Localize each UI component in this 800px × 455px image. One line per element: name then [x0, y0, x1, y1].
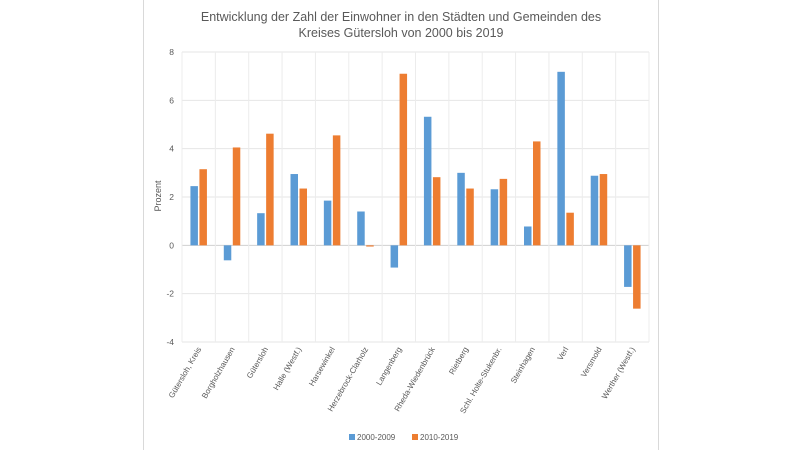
bar-series-1	[457, 172, 465, 246]
bar-series-2	[432, 177, 441, 246]
legend: 2000-2009 2010-2019	[349, 433, 459, 442]
y-tick-label: 6	[169, 95, 174, 105]
bar-series-1	[490, 189, 499, 246]
y-tick-label: 8	[169, 47, 174, 57]
legend-label: 2010-2019	[420, 433, 459, 442]
x-tick-label: Steinhagen	[509, 346, 537, 386]
y-tick-label: 0	[169, 240, 174, 250]
y-tick-label: 4	[169, 144, 174, 154]
chart-title-line-1: Entwicklung der Zahl der Einwohner in de…	[201, 10, 601, 24]
x-tick-label: Werther (Westf.)	[600, 345, 637, 400]
gridlines	[181, 51, 650, 343]
bar-series-2	[266, 133, 274, 246]
bar-series-2	[199, 169, 207, 246]
bar-series-1	[624, 245, 632, 287]
x-tick-label: Halle (Westf.)	[272, 345, 304, 392]
bar-series-1	[590, 175, 599, 246]
bar-series-1	[290, 174, 298, 246]
bar-series-2	[232, 147, 241, 246]
y-tick-label: 2	[169, 192, 174, 202]
bar-series-2	[399, 73, 408, 246]
x-tick-label: Gütersloh	[245, 346, 270, 381]
chart-title-line-2: Kreises Gütersloh von 2000 bis 2019	[299, 26, 504, 40]
bar-series-1	[323, 200, 332, 246]
y-tick-label: -2	[166, 289, 174, 299]
bar-series-1	[357, 211, 365, 246]
bar-series-1	[257, 213, 265, 246]
bar-series-2	[633, 245, 641, 309]
x-tick-label: Versmold	[579, 346, 603, 379]
bar-series-2	[466, 188, 474, 246]
x-tick-label: Verl	[556, 345, 571, 362]
x-tick-label: Borgholzhausen	[200, 346, 237, 401]
chart-panel: Entwicklung der Zahl der Einwohner in de…	[143, 0, 659, 450]
bar-series-2	[499, 178, 508, 246]
bars	[190, 71, 641, 309]
bar-series-1	[524, 226, 532, 246]
x-tick-label: Langenberg	[374, 346, 403, 387]
bar-series-2	[366, 245, 374, 247]
bar-series-2	[566, 212, 574, 246]
y-axis-label: Prozent	[153, 180, 163, 212]
x-tick-label: Rietberg	[447, 346, 470, 377]
legend-swatch	[412, 434, 418, 440]
bar-series-2	[332, 135, 341, 246]
bar-series-1	[223, 245, 232, 261]
bar-chart: Entwicklung der Zahl der Einwohner in de…	[153, 10, 650, 442]
legend-swatch	[349, 434, 355, 440]
bar-series-1	[557, 71, 565, 246]
x-tick-label: Harsewinkel	[307, 345, 337, 387]
bar-series-1	[190, 186, 198, 246]
bar-series-1	[390, 245, 399, 268]
legend-label: 2000-2009	[357, 433, 396, 442]
bar-series-2	[299, 188, 307, 246]
x-tick-label: Gütersloh, Kreis	[167, 346, 203, 400]
bar-series-1	[423, 116, 432, 246]
y-tick-label: -4	[166, 337, 174, 347]
bar-series-2	[533, 141, 541, 246]
bar-series-2	[599, 174, 608, 246]
y-tick-labels: -4 -2 0 2 4 6 8	[166, 47, 174, 347]
